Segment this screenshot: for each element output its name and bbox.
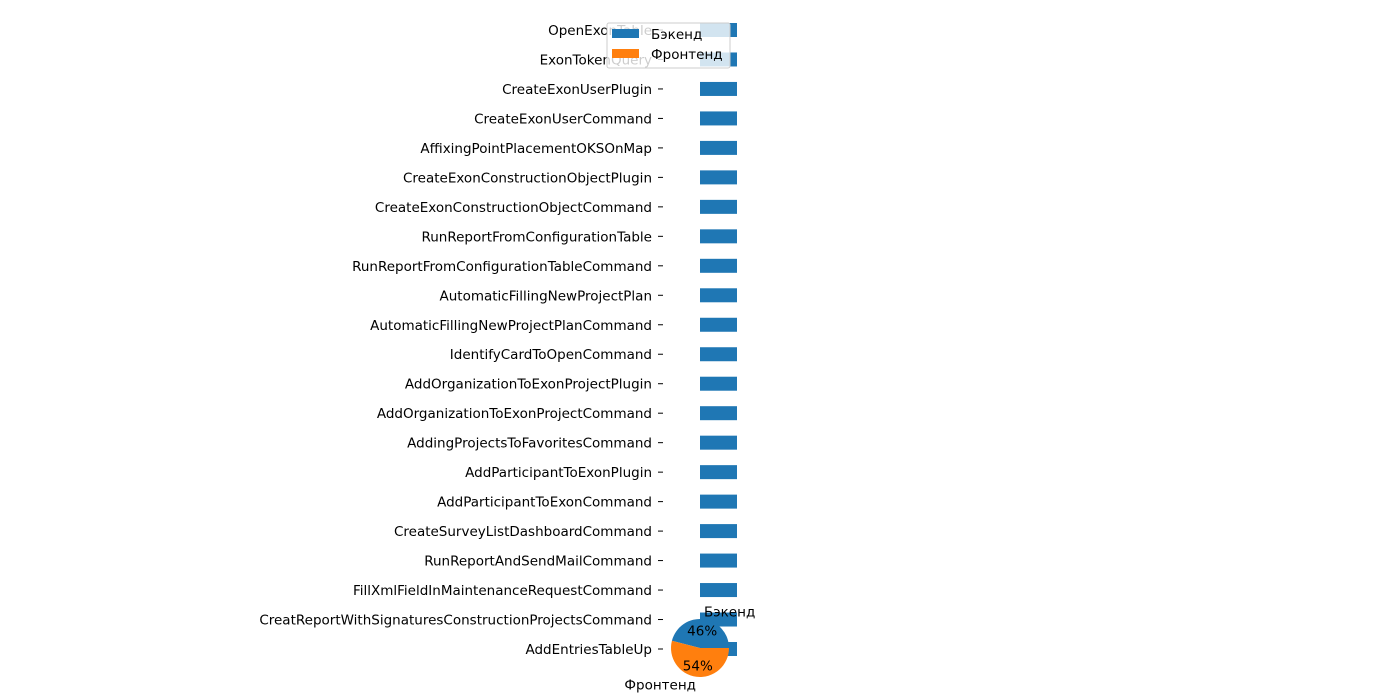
legend: Бэкенд Фронтенд <box>606 22 731 69</box>
bar-backend <box>700 553 737 568</box>
bar-backend <box>700 170 737 185</box>
y-tick-label: AddParticipantToExonCommand <box>437 495 652 511</box>
bar-backend <box>700 524 737 539</box>
y-tick-label: RunReportFromConfigurationTable <box>421 229 652 245</box>
pie-pct-label: 54% <box>683 658 713 674</box>
y-tick-label: AddOrganizationToExonProjectCommand <box>377 406 652 422</box>
y-tick-label: AutomaticFillingNewProjectPlan <box>440 288 653 304</box>
bar-backend <box>700 229 737 244</box>
y-tick-label: AddParticipantToExonPlugin <box>465 465 652 481</box>
bar-backend <box>700 81 737 96</box>
y-tick-label: RunReportFromConfigurationTableCommand <box>352 259 652 275</box>
bar-backend <box>700 288 737 303</box>
bar-backend <box>700 258 737 273</box>
y-tick-label: AffixingPointPlacementOKSOnMap <box>420 141 652 157</box>
pie-slice-backend <box>671 618 729 648</box>
y-tick-label: CreateExonUserPlugin <box>502 82 652 98</box>
bar-backend <box>700 406 737 421</box>
bar-backend <box>700 435 737 450</box>
legend-swatch-frontend <box>612 49 639 58</box>
pie-slice-frontend <box>671 640 729 677</box>
y-tick-label: AddOrganizationToExonProjectPlugin <box>405 377 652 393</box>
legend-label-frontend: Фронтенд <box>651 47 723 63</box>
bar-backend <box>700 317 737 332</box>
bar-backend <box>700 111 737 126</box>
y-tick-label: AddingProjectsToFavoritesCommand <box>407 436 652 452</box>
bar-chart: OpenExonTableExonTokenQueryCreateExonUse… <box>259 23 737 658</box>
y-tick-label: CreatReportWithSignaturesConstructionPro… <box>259 613 652 629</box>
pie-category-label: Фронтенд <box>624 678 696 694</box>
y-tick-label: CreateExonConstructionObjectCommand <box>375 200 652 216</box>
y-tick-label: FillXmlFieldInMaintenanceRequestCommand <box>353 583 652 599</box>
bar-backend <box>700 347 737 362</box>
y-tick-label: CreateExonUserCommand <box>474 111 652 127</box>
bar-backend <box>700 376 737 391</box>
pie-chart: 46% Бэкенд 54% Фронтенд <box>624 604 755 693</box>
bar-backend <box>700 199 737 214</box>
y-tick-label: AddEntriesTableUp <box>525 642 652 658</box>
legend-label-backend: Бэкенд <box>651 27 702 43</box>
pie-category-label: Бэкенд <box>704 604 755 620</box>
y-tick-label: CreateSurveyListDashboardCommand <box>394 524 652 540</box>
y-tick-label: RunReportAndSendMailCommand <box>424 554 652 570</box>
bar-backend <box>700 140 737 155</box>
y-tick-label: AutomaticFillingNewProjectPlanCommand <box>370 318 652 334</box>
legend-swatch-backend <box>612 29 639 38</box>
y-tick-label: IdentifyCardToOpenCommand <box>450 347 652 363</box>
y-tick-label: CreateExonConstructionObjectPlugin <box>403 170 652 186</box>
pie-pct-label: 46% <box>687 624 717 640</box>
bar-backend <box>700 494 737 509</box>
bar-backend <box>700 465 737 480</box>
bar-backend <box>700 583 737 598</box>
